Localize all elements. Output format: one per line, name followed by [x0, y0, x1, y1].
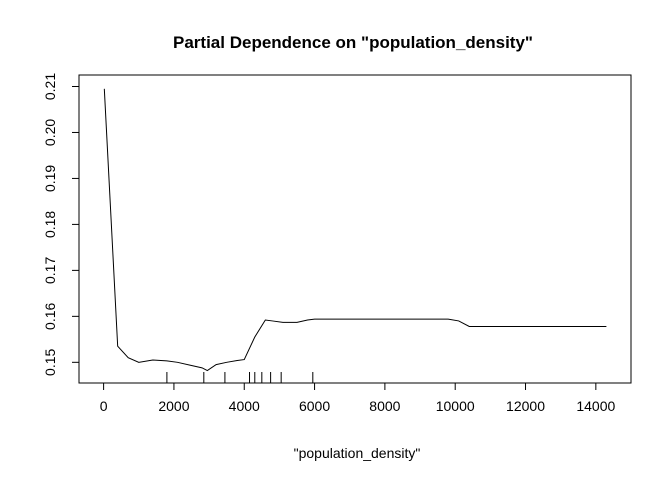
x-tick-label: 8000 [369, 398, 400, 414]
y-tick-label: 0.18 [42, 211, 58, 238]
y-axis: 0.15 0.16 0.17 0.18 0.19 0.20 0.21 [42, 73, 80, 376]
x-axis-label: "population_density" [294, 445, 421, 461]
y-tick-label: 0.17 [42, 257, 58, 284]
x-tick-label: 0 [100, 398, 108, 414]
y-tick-label: 0.20 [42, 119, 58, 146]
rug-marks [166, 372, 314, 383]
series-group [103, 88, 607, 372]
y-tick-label: 0.16 [42, 303, 58, 330]
plot-frame [78, 74, 632, 384]
x-tick-label: 4000 [229, 398, 260, 414]
partial-dependence-line [103, 88, 607, 372]
x-tick-label: 6000 [299, 398, 330, 414]
x-tick-label: 12000 [506, 398, 545, 414]
y-tick-label: 0.21 [42, 73, 58, 100]
x-tick-label: 14000 [576, 398, 615, 414]
y-tick-label: 0.15 [42, 348, 58, 375]
y-tick-label: 0.19 [42, 165, 58, 192]
x-tick-label: 2000 [158, 398, 189, 414]
chart-title: Partial Dependence on "population_densit… [173, 33, 533, 52]
x-tick-label: 10000 [436, 398, 475, 414]
x-axis: 0 2000 4000 6000 8000 10000 12000 14000 [100, 382, 616, 414]
